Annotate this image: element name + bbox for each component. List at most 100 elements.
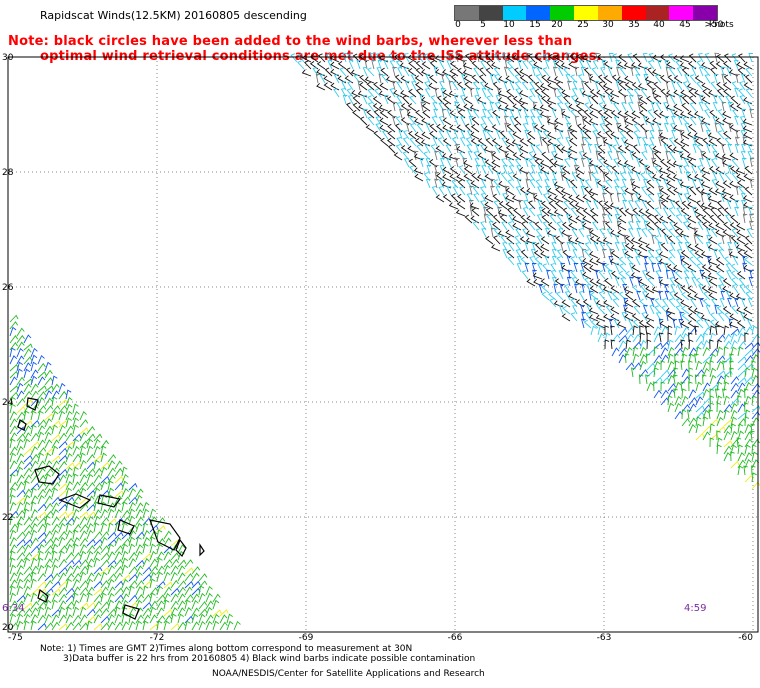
- wind-barb: [86, 578, 94, 589]
- wind-barb: [492, 221, 501, 231]
- wind-barb: [536, 66, 543, 77]
- wind-barb: [646, 200, 655, 210]
- wind-barb: [198, 620, 206, 631]
- wind-barb: [23, 368, 31, 379]
- wind-barb: [691, 178, 697, 189]
- wind-barb: [434, 178, 439, 189]
- wind-barb: [553, 195, 564, 203]
- wind-barb: [737, 67, 746, 77]
- wind-barb: [65, 587, 75, 596]
- wind-barb: [191, 580, 201, 589]
- wind-barb: [647, 249, 655, 259]
- wind-barb: [688, 374, 694, 385]
- wind-barb: [560, 62, 571, 70]
- wind-barb: [625, 291, 634, 301]
- wind-barb: [403, 67, 410, 77]
- wind-barb: [226, 620, 234, 631]
- wind-barb: [23, 348, 32, 358]
- wind-barb: [44, 592, 51, 603]
- wind-barb: [702, 374, 707, 385]
- wind-barb: [485, 236, 494, 245]
- wind-barb: [598, 81, 606, 91]
- wind-barb: [439, 164, 445, 175]
- wind-barb: [449, 68, 459, 77]
- wind-barb: [688, 159, 697, 168]
- wind-barb: [665, 150, 671, 161]
- wind-barb: [651, 150, 657, 161]
- wind-barb: [589, 285, 599, 294]
- wind-barb: [402, 151, 410, 161]
- wind-barb: [561, 188, 571, 196]
- wind-barb: [191, 607, 200, 617]
- wind-barb: [529, 179, 536, 189]
- wind-barb: [645, 271, 655, 280]
- wind-barb: [515, 228, 522, 238]
- island-outline: [122, 604, 140, 620]
- wind-barb: [695, 396, 704, 406]
- wind-barb: [121, 543, 129, 554]
- wind-barb: [525, 52, 531, 63]
- wind-barb: [730, 339, 738, 350]
- wind-barb: [376, 66, 382, 77]
- wind-barb: [508, 242, 515, 252]
- wind-barb: [23, 501, 31, 512]
- wind-barb: [517, 109, 522, 119]
- wind-barb: [551, 108, 557, 119]
- wind-barb: [707, 272, 718, 280]
- wind-barb: [513, 207, 522, 217]
- wind-barb: [51, 516, 60, 526]
- wind-barb: [425, 178, 431, 189]
- wind-barb: [588, 171, 594, 182]
- wind-barb: [581, 283, 587, 294]
- wind-barb: [653, 221, 662, 231]
- wind-barb: [613, 179, 620, 189]
- wind-barb: [342, 52, 348, 63]
- wind-barb: [649, 304, 655, 315]
- wind-barb: [538, 284, 544, 294]
- wind-barb: [23, 480, 30, 491]
- wind-barb: [612, 53, 620, 63]
- wind-barb: [121, 564, 129, 575]
- wind-barb: [72, 572, 81, 582]
- wind-barb: [408, 130, 417, 140]
- wind-barb: [736, 173, 746, 182]
- wind-barb: [729, 222, 739, 231]
- wind-barb: [86, 558, 95, 568]
- wind-barb: [453, 129, 459, 140]
- island-outline: [117, 519, 135, 535]
- legend-label: 45: [679, 20, 691, 30]
- wind-barb: [655, 179, 662, 189]
- wind-barb: [616, 220, 622, 231]
- wind-barb: [9, 355, 18, 365]
- wind-barb: [666, 180, 676, 189]
- coastline: [17, 397, 205, 620]
- wind-barb: [683, 192, 690, 203]
- wind-barb: [539, 104, 550, 112]
- wind-barb: [605, 221, 613, 231]
- wind-barb: [688, 397, 698, 406]
- wind-barb: [589, 103, 599, 112]
- wind-barb: [564, 290, 571, 301]
- wind-barb: [521, 81, 529, 91]
- wind-barb: [93, 515, 101, 526]
- wind-barb: [93, 474, 102, 484]
- wind-barb: [593, 199, 599, 210]
- wind-barb: [694, 208, 704, 217]
- wind-barb: [44, 481, 53, 491]
- wind-barb: [16, 545, 26, 554]
- wind-barb: [121, 621, 130, 631]
- wind-barb: [688, 313, 697, 322]
- wind-barb: [701, 251, 711, 259]
- wind-barb: [614, 171, 620, 182]
- wind-barb: [620, 186, 627, 196]
- wind-barb: [440, 87, 446, 98]
- wind-barb: [170, 552, 180, 561]
- wind-barb: [128, 551, 137, 561]
- wind-barb: [386, 96, 396, 105]
- wind-barb: [30, 523, 38, 533]
- wind-barb: [149, 614, 158, 624]
- wind-barb: [549, 214, 557, 224]
- wind-barb: [372, 103, 382, 112]
- wind-barb: [72, 508, 80, 519]
- wind-barb: [100, 580, 110, 589]
